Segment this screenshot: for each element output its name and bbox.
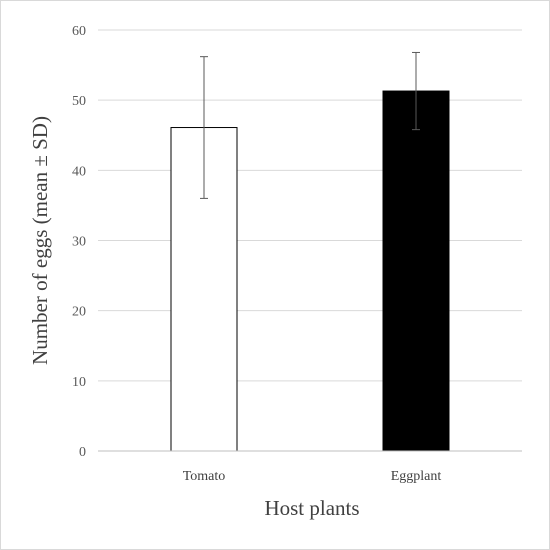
x-tick-labels: Tomato Eggplant <box>183 469 442 484</box>
bars <box>170 90 450 452</box>
y-tick-label: 0 <box>79 445 86 460</box>
y-tick-label: 50 <box>72 94 86 109</box>
x-tick-label: Eggplant <box>391 469 442 484</box>
y-axis-title: Number of eggs (mean ± SD) <box>28 116 52 365</box>
bar-eggplant <box>382 90 450 452</box>
y-tick-label: 60 <box>72 24 86 39</box>
x-tick-label: Tomato <box>183 469 226 484</box>
y-tick-label: 10 <box>72 375 86 390</box>
gridlines <box>98 29 522 382</box>
error-bar-eggplant <box>412 51 420 131</box>
error-bar-tomato <box>200 56 208 199</box>
y-tick-label: 20 <box>72 305 86 320</box>
y-tick-labels: 0 10 20 30 40 50 60 <box>72 24 86 460</box>
x-axis-title: Host plants <box>264 496 359 520</box>
y-tick-label: 30 <box>72 235 86 250</box>
error-bars <box>200 51 420 199</box>
y-tick-label: 40 <box>72 164 86 179</box>
